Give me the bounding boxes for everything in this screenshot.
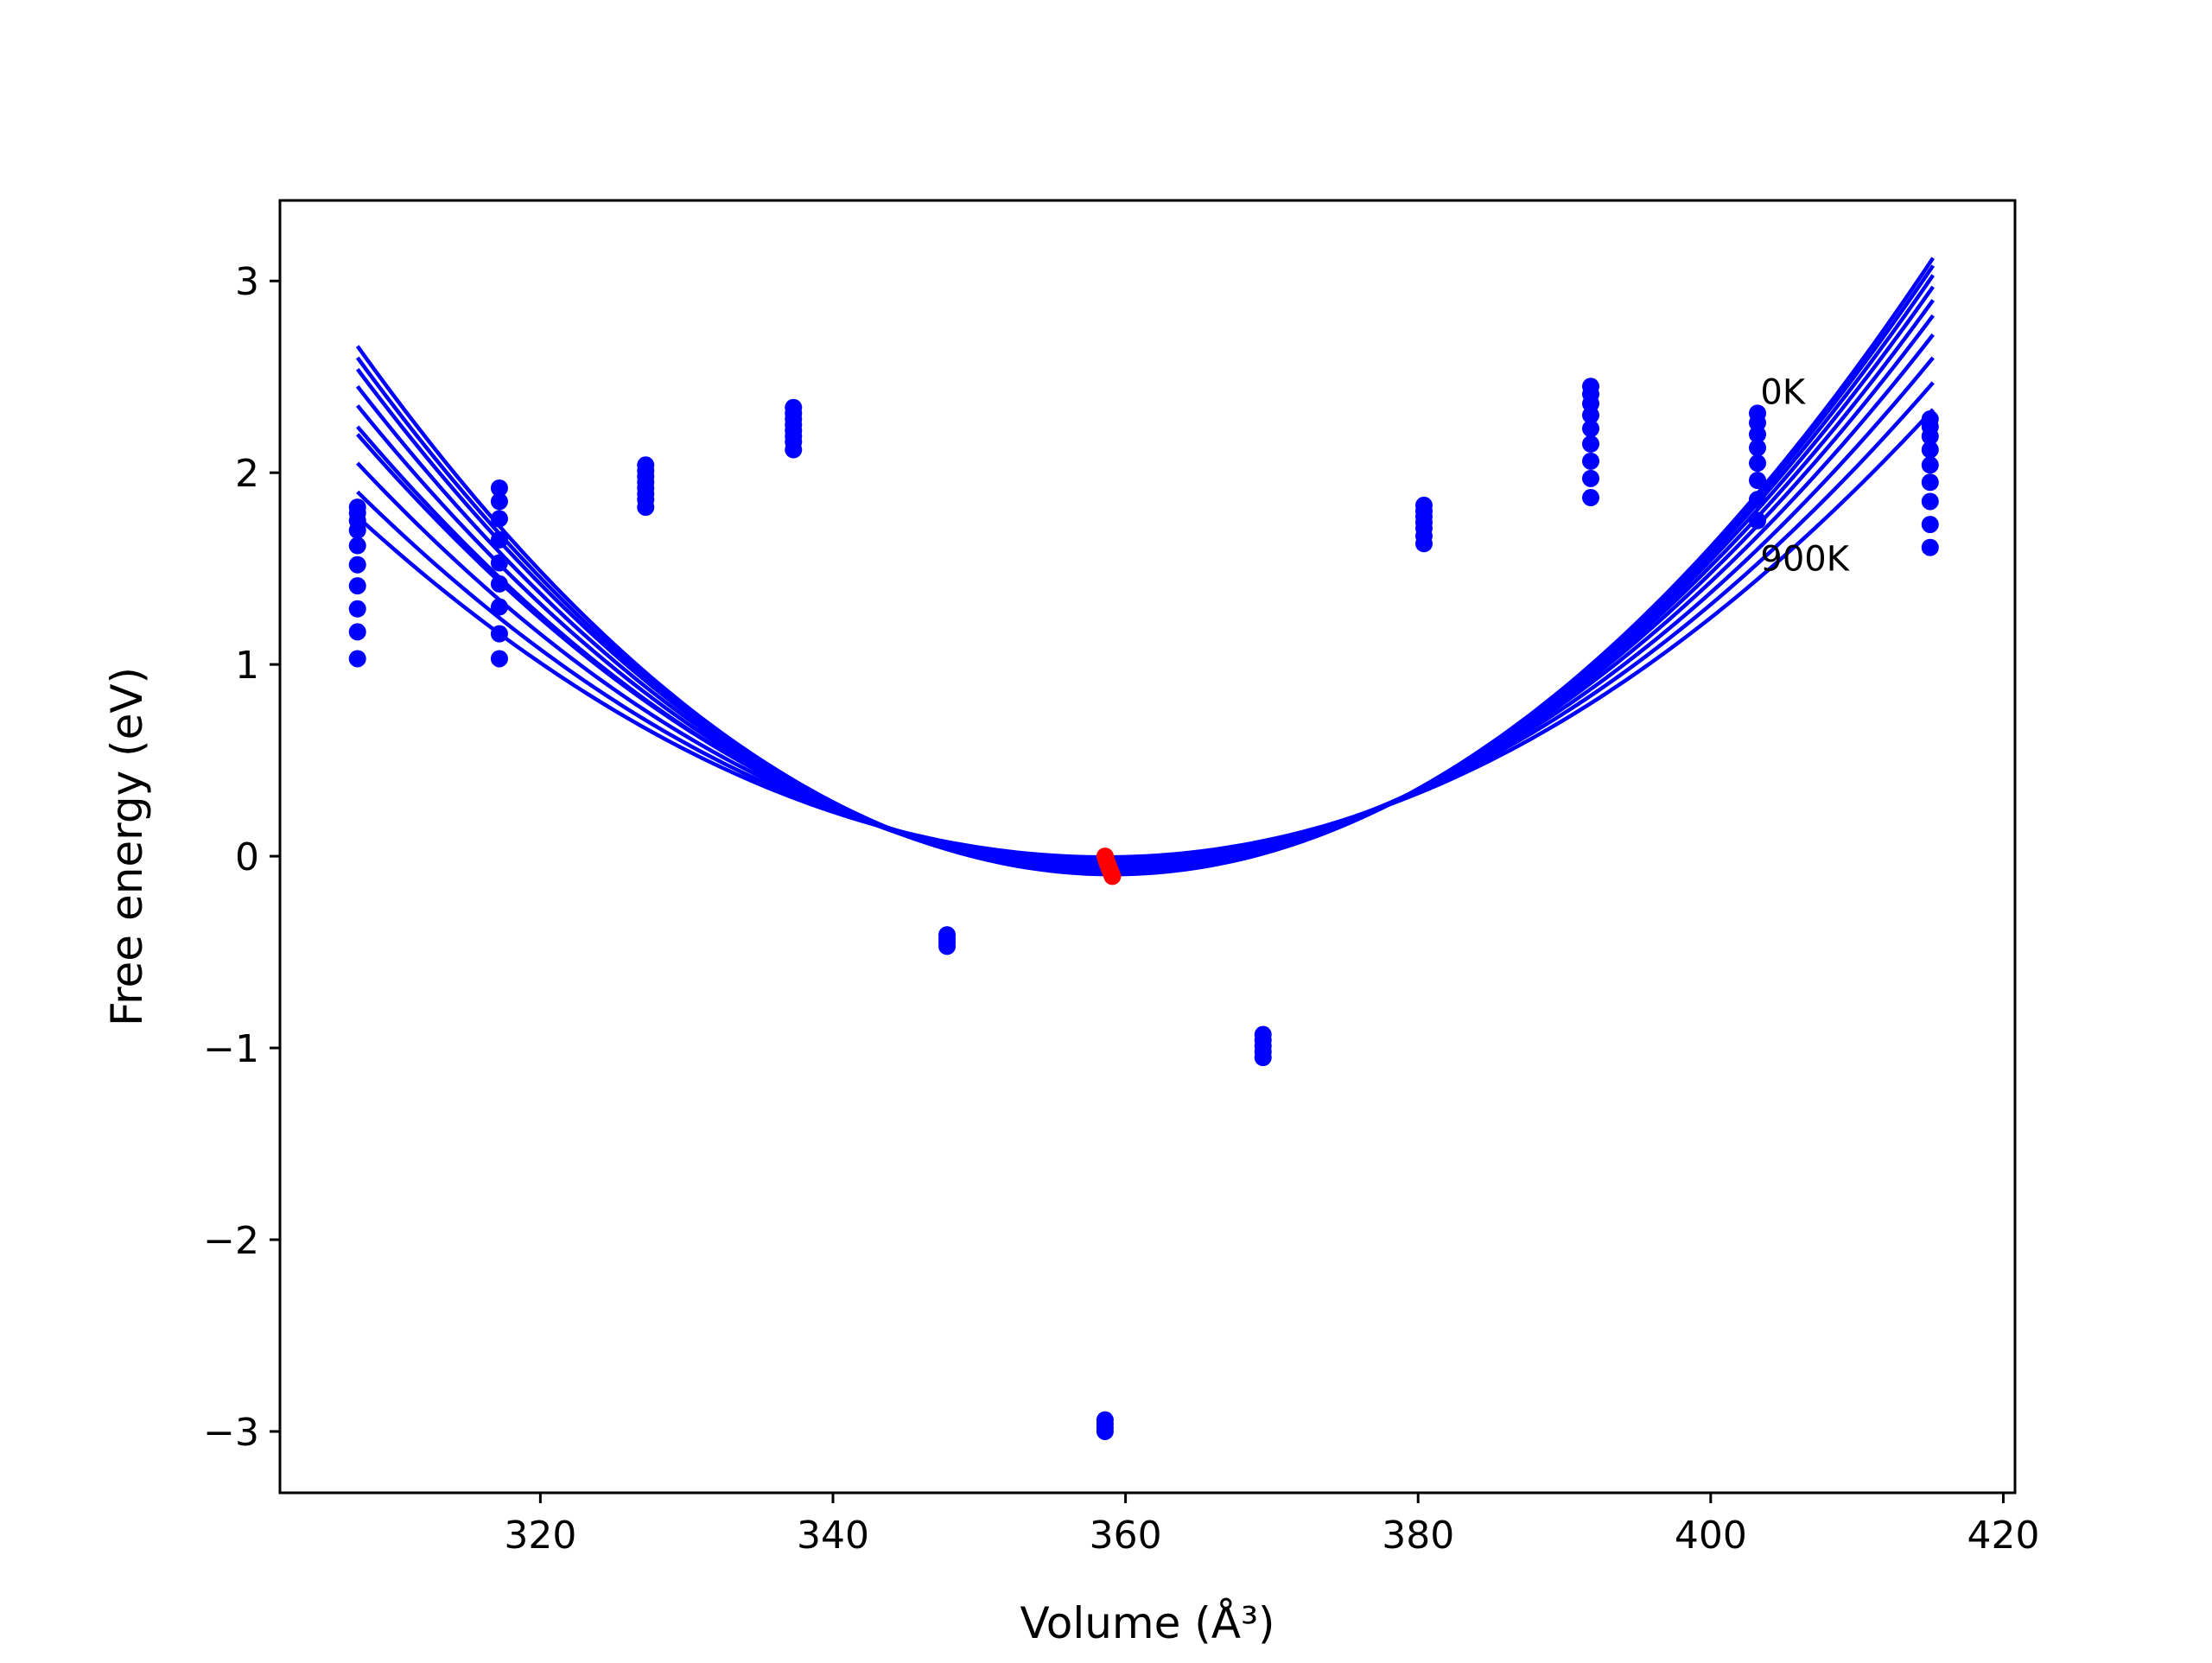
data-point-8-3: [1582, 406, 1600, 424]
data-point-9-6: [1749, 491, 1767, 509]
data-point-3-7: [785, 441, 803, 459]
data-point-9-5: [1749, 472, 1767, 490]
minima-points-group: [1096, 847, 1122, 885]
data-point-10-5: [1921, 473, 1939, 492]
fit-curve-7: [356, 356, 1935, 865]
data-points-group: [348, 378, 1939, 1440]
data-point-8-6: [1582, 452, 1600, 470]
data-point-8-7: [1582, 469, 1600, 487]
plot-frame: [278, 199, 2017, 1495]
data-point-10-7: [1921, 516, 1939, 534]
data-point-0-6: [348, 577, 366, 595]
x-tick-label-5: 420: [1967, 1514, 2039, 1558]
data-point-8-8: [1582, 489, 1600, 507]
y-tick-label-2: 1: [235, 644, 259, 688]
data-point-1-4: [490, 554, 508, 572]
annotation-0: 0K: [1760, 372, 1806, 412]
data-point-9-3: [1749, 439, 1767, 457]
y-axis-ticks: 3 2 1 0 −1 −2 −3: [203, 260, 280, 1455]
x-tick-label-4: 400: [1675, 1514, 1747, 1558]
data-point-10-3: [1921, 441, 1939, 459]
x-tick-label-0: 320: [504, 1514, 576, 1558]
y-axis-label: Free energy (eV): [102, 667, 152, 1026]
data-point-0-3: [348, 521, 366, 539]
minimum-point-10: [1103, 867, 1122, 885]
data-point-9-4: [1749, 454, 1767, 473]
y-tick-label-1: 2: [235, 452, 259, 496]
fit-curve-8: [356, 381, 1935, 861]
y-tick-label-4: −1: [203, 1027, 259, 1071]
data-point-10-2: [1921, 428, 1939, 446]
data-point-8-5: [1582, 435, 1600, 453]
data-point-0-9: [348, 650, 366, 668]
y-tick-label-5: −2: [203, 1219, 259, 1263]
data-point-8-4: [1582, 420, 1600, 438]
y-tick-label-3: 0: [235, 835, 259, 879]
fit-curve-9: [356, 408, 1935, 860]
data-point-10-8: [1921, 538, 1939, 556]
data-point-1-8: [490, 650, 508, 668]
x-tick-label-2: 360: [1090, 1514, 1162, 1558]
data-point-1-7: [490, 625, 508, 643]
x-axis-label: Volume (Å³): [1020, 1598, 1274, 1648]
y-tick-label-6: −3: [203, 1411, 259, 1455]
data-point-0-7: [348, 600, 366, 618]
data-point-0-8: [348, 623, 366, 641]
data-point-1-6: [490, 598, 508, 616]
annotations-group: 0K 900K: [1760, 372, 1850, 579]
x-tick-label-1: 340: [797, 1514, 869, 1558]
data-point-7-6: [1414, 535, 1433, 553]
data-point-2-7: [637, 498, 655, 517]
data-point-1-5: [490, 574, 508, 593]
data-point-1-3: [490, 530, 508, 549]
fit-curve-4: [355, 299, 1936, 872]
y-tick-label-0: 3: [235, 260, 259, 304]
data-point-4-3: [938, 937, 957, 955]
x-tick-label-3: 380: [1382, 1514, 1454, 1558]
data-point-0-5: [348, 555, 366, 574]
data-point-9-2: [1749, 425, 1767, 443]
data-point-10-6: [1921, 492, 1939, 511]
data-point-1-2: [490, 510, 508, 528]
fit-curve-6: [356, 333, 1935, 867]
data-point-5-3: [1096, 1422, 1114, 1440]
x-axis-ticks: 320 340 360 380 400 420: [504, 1493, 2039, 1558]
data-point-9-7: [1749, 511, 1767, 530]
fit-curves-group: [355, 257, 1936, 877]
data-point-6-4: [1254, 1049, 1272, 1067]
data-point-1-1: [490, 492, 508, 511]
annotation-1: 900K: [1760, 539, 1850, 579]
data-point-0-4: [348, 536, 366, 555]
data-point-1-0: [490, 479, 508, 497]
data-point-10-4: [1921, 456, 1939, 474]
